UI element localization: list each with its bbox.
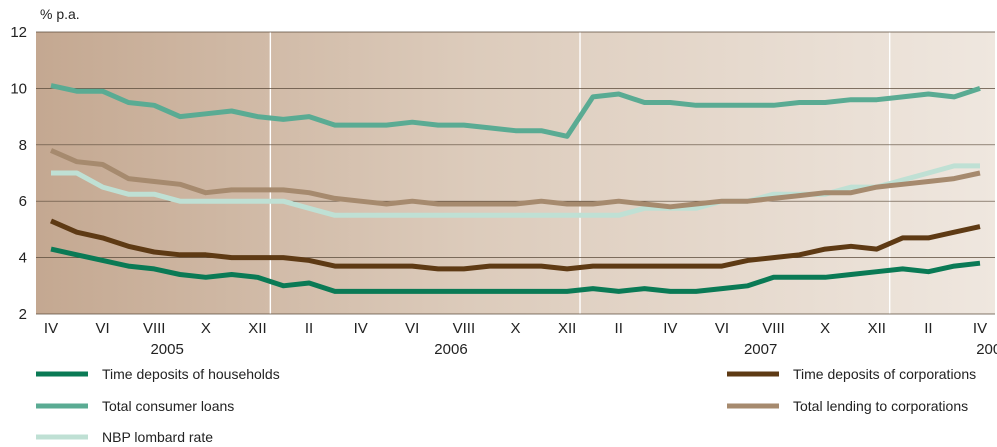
year-label-2005: 2005 [150,341,183,358]
legend-label-3: Time deposits of corporations [793,366,976,382]
series-line-3 [49,218,981,272]
plot-background [36,32,995,314]
series-line-1 [50,83,981,139]
x-tick-label-0: IV [44,320,58,337]
x-tick-label-1: VI [96,320,110,337]
series-line-4 [49,148,981,210]
year-label-2007: 2007 [744,341,777,358]
legend: Time deposits of households Time deposits… [36,366,976,445]
x-tick-label-14: VIII [762,320,785,337]
x-tick-label-2: VIII [143,320,166,337]
x-tick-label-18: IV [973,320,987,337]
y-tick-label-1: 4 [19,250,27,267]
x-tick-label-5: II [305,320,313,337]
x-tick-label-13: VI [715,320,729,337]
y-tick-label-2: 6 [19,193,27,210]
x-tick-label-4: XII [248,320,266,337]
y-tick-label-4: 10 [10,80,27,97]
legend-label-4: Total lending to corporations [793,398,968,414]
x-tick-label-12: IV [663,320,677,337]
year-labels: 2005 2006 2007 2008 [150,341,997,358]
x-tick-label-8: VIII [453,320,476,337]
x-tick-label-15: X [820,320,830,337]
y-axis-unit-label: % p.a. [40,6,80,22]
legend-label-2: NBP lombard rate [102,429,213,445]
x-tick-label-17: II [924,320,932,337]
series-lines [49,83,981,294]
x-tick-label-6: IV [354,320,368,337]
year-label-2008: 2008 [976,341,997,358]
x-tick-label-3: X [201,320,211,337]
y-axis-ticks: 2 4 6 8 10 12 [10,24,27,323]
y-tick-label-5: 12 [10,24,27,41]
y-tick-label-3: 8 [19,137,27,154]
x-tick-label-11: II [615,320,623,337]
x-tick-label-7: VI [405,320,419,337]
y-tick-label-0: 2 [19,306,27,323]
x-tick-label-9: X [510,320,520,337]
x-tick-label-10: XII [558,320,576,337]
x-axis-ticks: IV VI VIII X XII II IV VI VIII X XII II IV VI VIII X XII… [44,320,987,337]
legend-label-1: Total consumer loans [102,398,234,414]
legend-label-0: Time deposits of households [102,366,280,382]
series-line-0 [50,246,981,294]
year-label-2006: 2006 [434,341,467,358]
x-tick-label-16: XII [868,320,886,337]
